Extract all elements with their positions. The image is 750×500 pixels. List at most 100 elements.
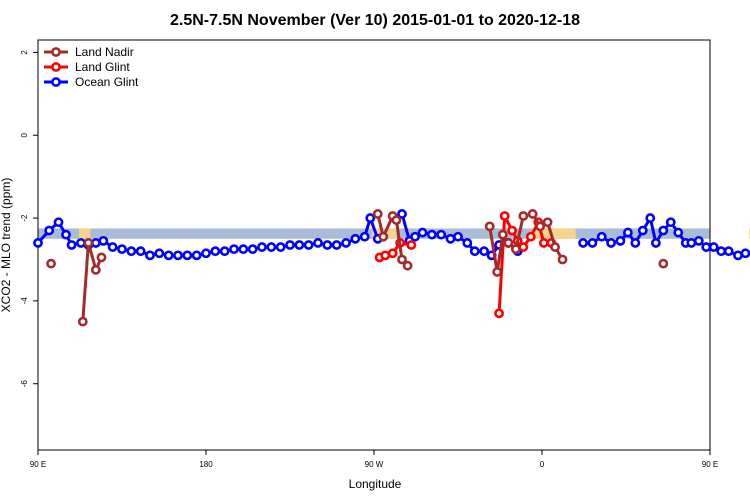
ocean-glint-point xyxy=(238,244,249,255)
land-nadir-point xyxy=(90,264,101,275)
land-glint-point xyxy=(525,231,536,242)
land-nadir-point xyxy=(503,238,514,248)
ocean-glint-point xyxy=(145,250,155,261)
land-nadir-point xyxy=(372,209,383,219)
ocean-glint-point xyxy=(266,242,277,252)
legend-marker-land-nadir xyxy=(51,47,61,57)
ocean-glint-point xyxy=(126,246,137,257)
land-glint-point xyxy=(494,308,504,319)
ocean-glint-point xyxy=(117,244,127,255)
ocean-glint-point xyxy=(462,238,473,248)
ocean-glint-point xyxy=(740,248,750,259)
ocean-glint-point xyxy=(257,242,267,252)
land-glint-point xyxy=(406,240,417,250)
ocean-glint-point xyxy=(135,246,146,257)
ocean-glint-point xyxy=(469,246,480,257)
land-glint-point xyxy=(538,238,549,248)
y-axis-label: XCO2 - MLO trend (ppm) xyxy=(0,178,13,313)
plot-area: 2 0 -2 -4 -6 90 E 180 90 W 0 90 E xyxy=(20,39,750,469)
ocean-glint-point xyxy=(637,225,648,236)
ocean-glint-point xyxy=(723,246,734,257)
land-glint-point xyxy=(499,211,510,221)
ocean-glint-point xyxy=(313,238,323,248)
ocean-glint-point xyxy=(294,240,305,250)
x-tick-label: 90 W xyxy=(365,460,384,469)
land-glint-point xyxy=(507,225,518,236)
ocean-glint-point xyxy=(229,244,239,255)
ocean-glint-point xyxy=(163,250,174,261)
ocean-glint-point xyxy=(359,231,370,242)
ocean-glint-point xyxy=(578,238,588,248)
ocean-glint-point xyxy=(201,248,211,259)
ocean-glint-point xyxy=(210,246,221,257)
x-tick-label: 0 xyxy=(540,460,545,469)
legend-marker-land-glint xyxy=(51,62,61,72)
land-highlight xyxy=(532,228,576,239)
x-tick-label: 180 xyxy=(199,460,213,469)
land-nadir-point xyxy=(397,254,407,265)
land-nadir-point xyxy=(492,267,503,277)
land-nadir-point xyxy=(83,238,94,248)
ocean-glint-point xyxy=(61,229,71,240)
ocean-glint-point xyxy=(90,238,101,248)
ocean-glint-point xyxy=(410,231,420,242)
ocean-glint-point xyxy=(645,213,656,223)
land-nadir-line xyxy=(81,241,103,322)
ocean-glint-point xyxy=(350,233,361,244)
ocean-glint-point xyxy=(417,227,428,238)
ocean-glint-point xyxy=(107,242,118,252)
ocean-glint-point xyxy=(693,235,704,246)
x-tick-label: 90 E xyxy=(30,460,46,469)
x-axis-label: Longitude xyxy=(349,477,402,491)
ocean-glint-point xyxy=(658,225,669,236)
ocean-glint-point xyxy=(66,240,77,250)
ocean-glint-point xyxy=(76,238,86,248)
y-tick-label: 2 xyxy=(20,50,29,55)
ocean-glint-point xyxy=(154,248,165,259)
x-tick-label: 90 E xyxy=(702,460,718,469)
land-nadir-point xyxy=(378,231,389,242)
legend-label-ocean-glint: Ocean Glint xyxy=(75,75,139,89)
ocean-glint-point xyxy=(686,238,697,248)
ocean-glint-point xyxy=(606,238,616,248)
ocean-glint-point xyxy=(673,227,684,238)
ocean-glint-point xyxy=(665,217,676,228)
land-nadir-point xyxy=(77,316,88,327)
ocean-glint-point xyxy=(285,240,295,250)
legend-label-land-nadir: Land Nadir xyxy=(75,45,134,59)
land-glint-point xyxy=(380,250,391,261)
ocean-glint-point xyxy=(650,238,661,248)
land-nadir-point xyxy=(518,211,529,221)
ocean-glint-point xyxy=(275,242,286,252)
land-nadir-point xyxy=(542,217,553,228)
ocean-glint-point xyxy=(716,246,727,257)
y-tick-label: 0 xyxy=(20,132,29,137)
land-nadir-point xyxy=(497,229,508,240)
legend-label-land-glint: Land Glint xyxy=(75,60,130,74)
land-nadir-point xyxy=(391,215,402,226)
ocean-glint-point xyxy=(397,209,407,219)
land-glint-point xyxy=(518,242,529,252)
ocean-glint-point xyxy=(615,235,626,246)
land-nadir-point xyxy=(658,258,669,269)
ocean-glint-point xyxy=(98,235,109,246)
ocean-glint-point xyxy=(33,238,43,248)
land-nadir-point xyxy=(550,242,560,252)
ocean-glint-point xyxy=(426,229,437,240)
ocean-glint-point xyxy=(219,246,230,257)
ocean-glint-point xyxy=(733,250,743,261)
land-nadir-point xyxy=(46,258,56,269)
ocean-glint-point xyxy=(453,231,463,242)
ocean-glint-point xyxy=(341,238,351,248)
ocean-glint-point xyxy=(365,213,376,223)
land-nadir-point xyxy=(402,260,413,271)
ocean-glint-point xyxy=(445,233,456,244)
ocean-glint-point xyxy=(247,244,258,255)
land-nadir-point xyxy=(96,252,107,263)
chart-title: 2.5N-7.5N November (Ver 10) 2015-01-01 t… xyxy=(170,12,580,29)
land-nadir-point xyxy=(510,244,521,255)
y-tick-label: -4 xyxy=(20,297,29,305)
ocean-glint-point xyxy=(182,250,193,261)
